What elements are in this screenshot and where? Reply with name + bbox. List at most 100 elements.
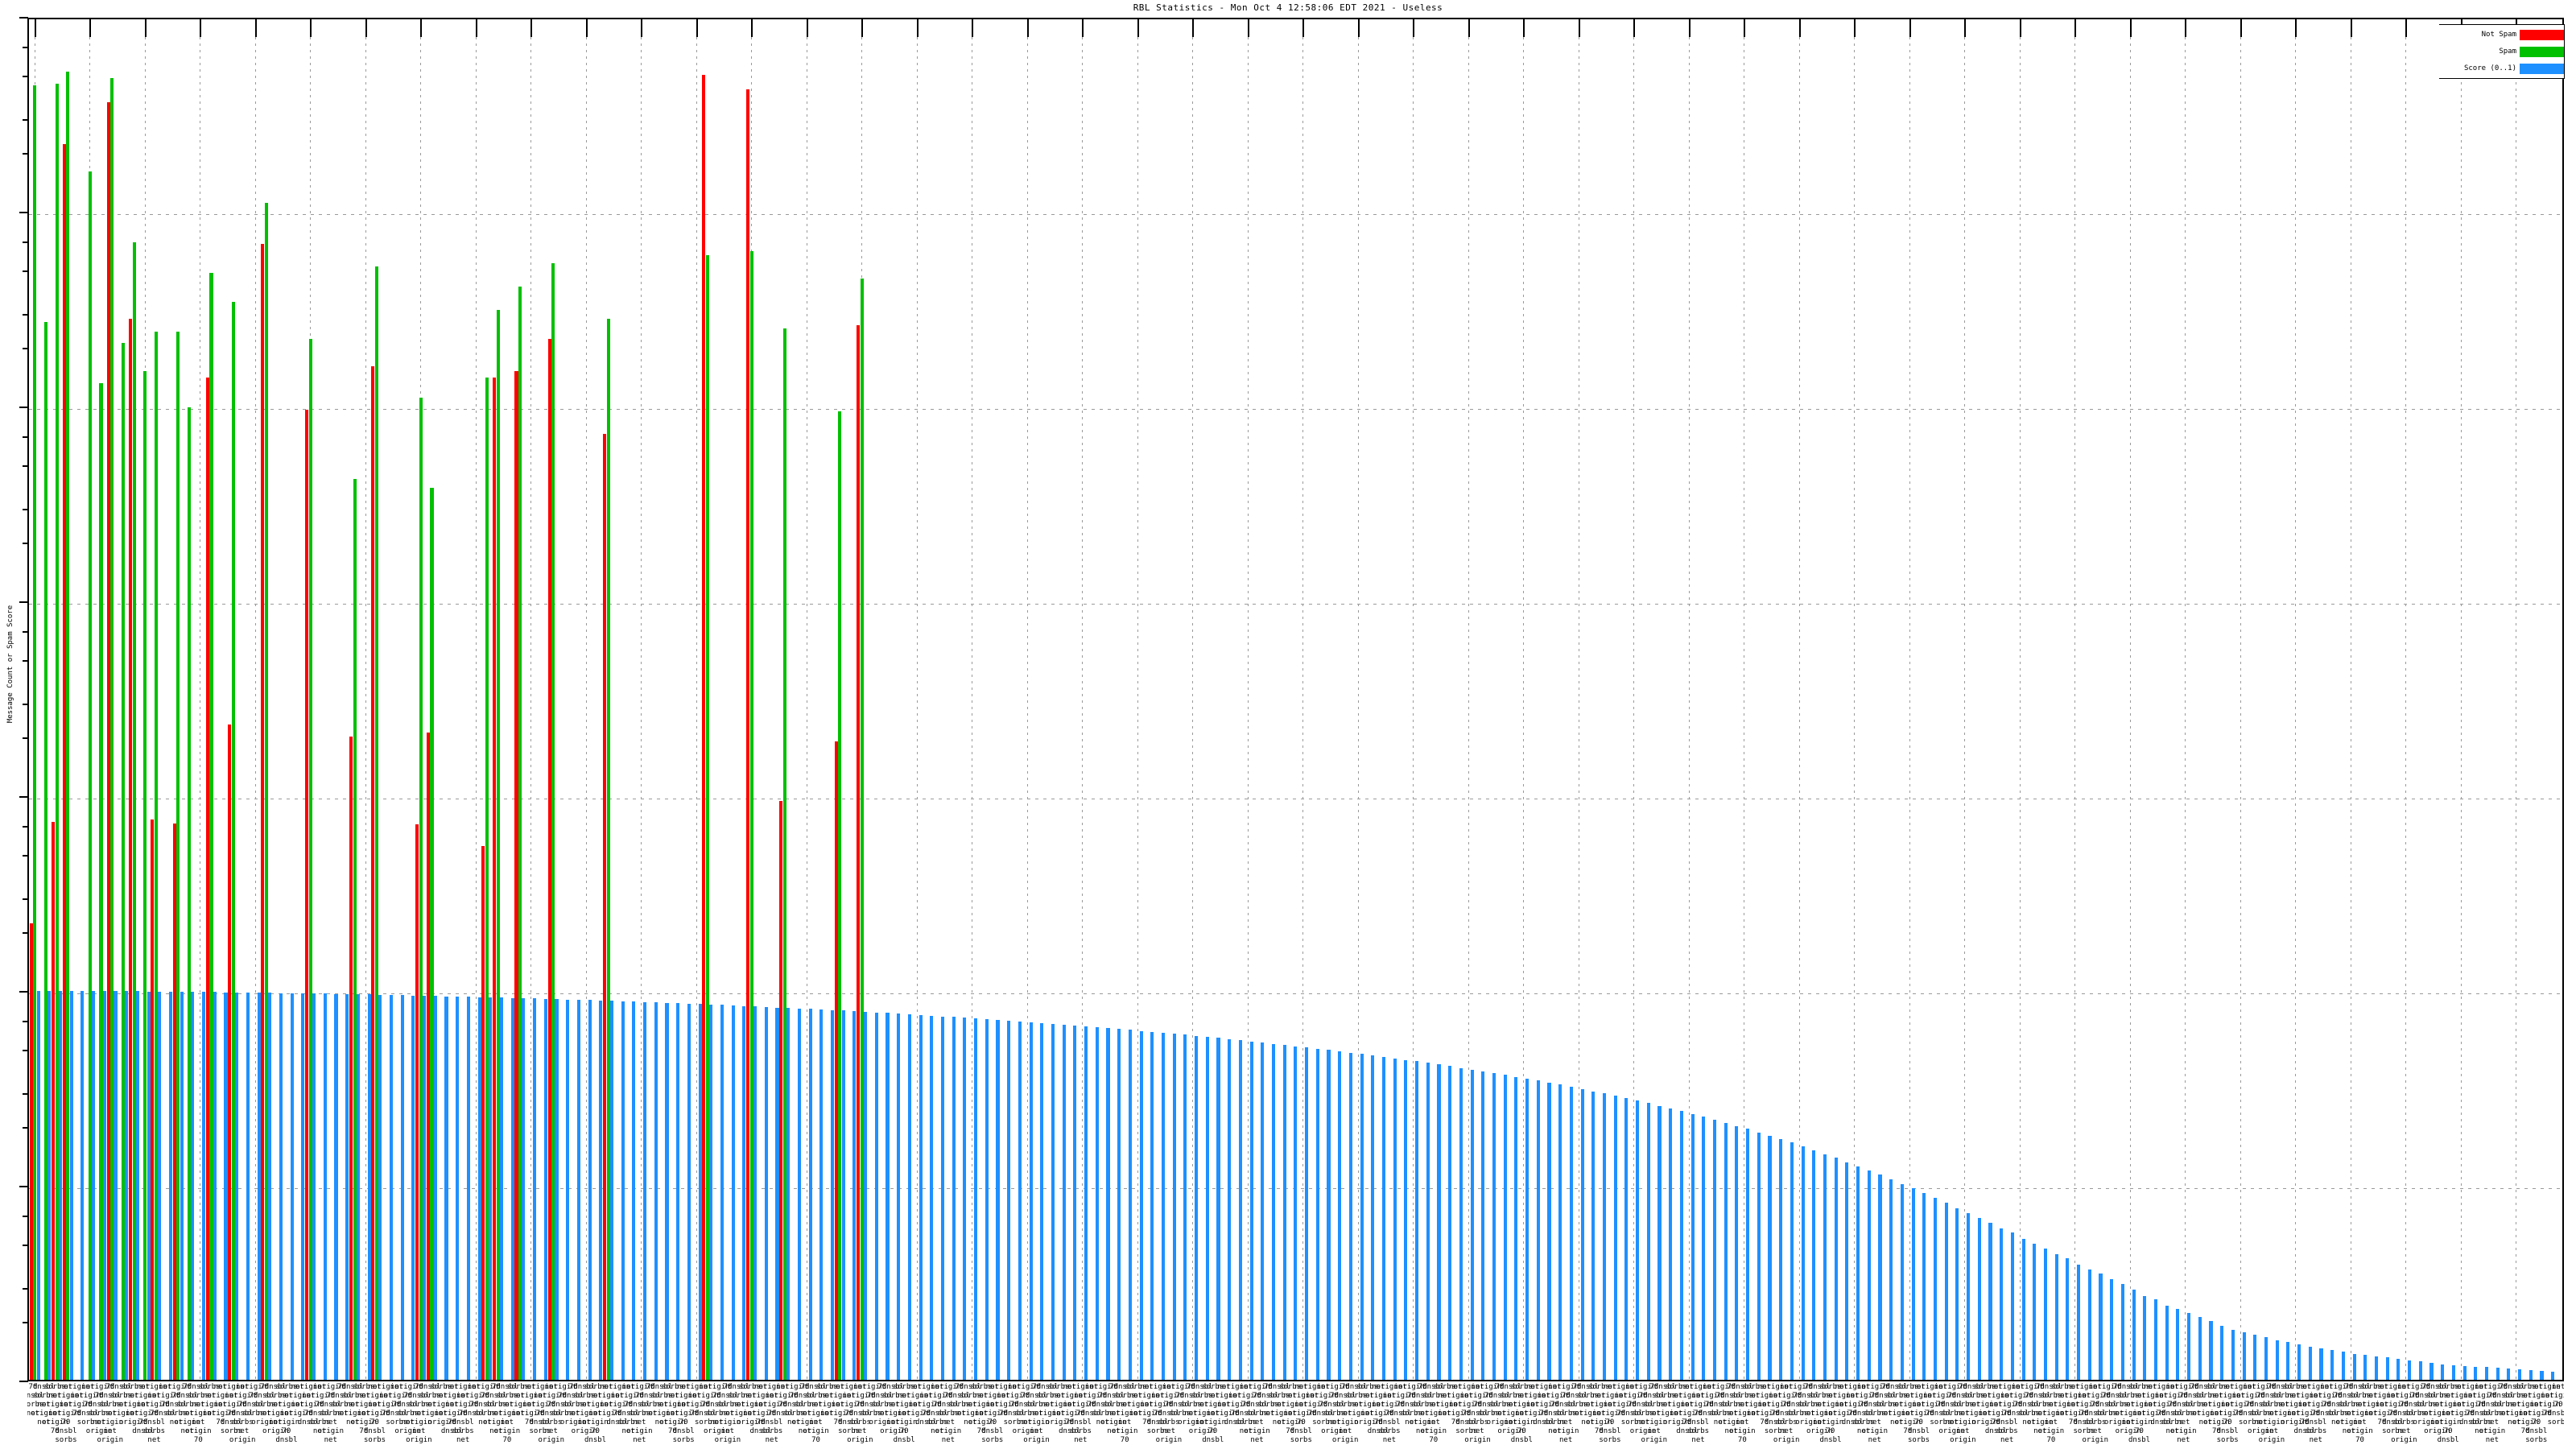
- bar-spam: [231, 302, 235, 1380]
- bar-not-spam: [857, 324, 861, 1380]
- bar-not-spam: [481, 845, 485, 1380]
- x-axis-label-line: net: [964, 1418, 977, 1426]
- bar-score: [444, 996, 448, 1380]
- x-axis-label-line: net: [677, 1383, 691, 1391]
- bar-score: [1988, 1222, 1992, 1380]
- x-axis-label-line: origin: [2281, 1418, 2307, 1426]
- x-axis-label-line: origin: [659, 1418, 686, 1426]
- x-axis-label-line: origin: [913, 1401, 939, 1409]
- x-axis-label: origin net origin 70 dnsbl sorbs net: [1059, 1383, 1101, 1445]
- x-axis-label-line: 70: [2102, 1392, 2111, 1400]
- x-axis-label-line: origin: [1012, 1427, 1039, 1435]
- x-axis-label-line: origin: [1409, 1418, 1436, 1426]
- x-axis-label-line: sorbs: [881, 1392, 904, 1400]
- x-axis-label-line: net: [2518, 1410, 2533, 1418]
- bar-score: [2540, 1371, 2544, 1380]
- x-axis-label-line: origin: [174, 1418, 200, 1426]
- y-tick-minor: [23, 1092, 28, 1095]
- bar-spam: [143, 371, 147, 1380]
- x-axis-label-line: net: [2287, 1392, 2301, 1400]
- bar-spam: [749, 251, 753, 1380]
- x-axis-label-line: origin: [1950, 1436, 1976, 1444]
- x-axis-label: origin net origin 70 dnsbl sorbs net: [1368, 1383, 1410, 1445]
- x-axis-label-line: net: [1647, 1427, 1661, 1435]
- bar-score: [764, 1006, 768, 1380]
- x-axis-label-line: 70: [1296, 1418, 1306, 1426]
- x-axis-label-line: dnsbl: [364, 1427, 386, 1435]
- x-axis-label-line: net: [1603, 1401, 1617, 1409]
- vertical-gridline: [254, 37, 256, 1380]
- x-tick-mark: [1909, 19, 1911, 37]
- bar-spam: [308, 339, 312, 1380]
- x-axis-label-line: 70: [1737, 1436, 1747, 1444]
- x-axis-label-line: dnsbl: [76, 1410, 99, 1418]
- x-axis-label-line: origin: [64, 1401, 90, 1409]
- x-axis-label-line: 70: [2212, 1427, 2221, 1435]
- bar-score: [1856, 1166, 1860, 1380]
- bar-score: [1569, 1087, 1573, 1380]
- bar-score: [886, 1013, 890, 1380]
- x-axis-label: net origin net origin: [277, 1383, 319, 1418]
- x-axis-label-line: net: [192, 1418, 205, 1426]
- x-axis-label-line: 70: [877, 1383, 887, 1391]
- x-axis-label: sorbs net origin net: [2041, 1383, 2083, 1418]
- x-axis-label-line: net: [81, 1383, 95, 1391]
- x-axis-label-line: dnsbl: [695, 1410, 717, 1418]
- x-axis-label-line: sorbs: [2470, 1418, 2492, 1426]
- x-axis-label-line: 70: [2466, 1410, 2475, 1418]
- x-axis-label-line: sorbs: [628, 1410, 650, 1418]
- y-tick-minor: [23, 508, 28, 510]
- x-axis-label-line: sorbs: [1864, 1410, 1886, 1418]
- x-axis-label: net origin 70 dnsbl sorbs net origin: [221, 1383, 263, 1445]
- x-axis-label: origin net origin 70 dnsbl sorbs net: [134, 1383, 175, 1445]
- x-axis-label-line: net: [1691, 1392, 1705, 1400]
- x-axis-label-line: origin: [990, 1401, 1017, 1409]
- x-axis-label-line: net: [2364, 1410, 2378, 1418]
- x-axis-label-line: 70: [712, 1392, 721, 1400]
- x-axis-label-line: net: [269, 1401, 283, 1409]
- bar-score: [191, 992, 195, 1380]
- x-axis-label-line: sorbs: [970, 1383, 993, 1391]
- x-axis-label-line: sorbs: [1709, 1410, 1732, 1418]
- x-axis-label: dnsbl sorbs net origin net origin 70: [1413, 1383, 1455, 1445]
- x-axis-label-line: 70: [1451, 1418, 1460, 1426]
- x-axis-label-line: dnsbl: [2128, 1436, 2151, 1444]
- x-tick-mark: [1302, 19, 1305, 37]
- x-axis-label-line: 70: [668, 1427, 677, 1435]
- x-axis-label: sorbs net origin net origin: [729, 1383, 770, 1427]
- x-axis-label: dnsbl sorbs net origin net origin 70: [177, 1383, 219, 1445]
- x-axis-label-line: dnsbl: [794, 1392, 816, 1400]
- bar-score: [423, 995, 427, 1380]
- x-axis-label-line: origin: [1387, 1392, 1414, 1400]
- x-axis-label-line: net: [225, 1392, 238, 1400]
- legend-label-not-spam: Not Spam: [2481, 31, 2516, 39]
- x-axis-label-line: 70: [1771, 1410, 1780, 1418]
- x-axis-label: dnsbl sorbs net origin net origin: [2416, 1383, 2458, 1436]
- x-axis-label-line: net: [2000, 1392, 2014, 1400]
- x-axis-label-line: net: [126, 1410, 139, 1418]
- horizontal-gridline: [29, 214, 2562, 215]
- x-axis-label-line: sorbs: [397, 1410, 419, 1418]
- x-axis-label-line: dnsbl: [1852, 1410, 1875, 1418]
- x-axis-label-line: sorbs: [1798, 1401, 1820, 1409]
- x-axis-label-line: net: [202, 1392, 217, 1400]
- x-axis-label-line: origin: [383, 1392, 411, 1400]
- x-axis-label-line: net: [2442, 1392, 2455, 1400]
- x-axis-label-line: sorbs: [320, 1410, 342, 1418]
- x-axis-label-line: net: [1703, 1383, 1716, 1391]
- x-axis-label-line: sorbs: [926, 1418, 948, 1426]
- x-axis-label-line: net: [2508, 1418, 2521, 1426]
- x-axis-label-line: origin: [185, 1410, 212, 1418]
- y-tick-minor: [23, 659, 28, 662]
- x-axis-label-line: dnsbl: [99, 1392, 122, 1400]
- x-axis-label-line: net: [1217, 1401, 1231, 1409]
- bar-score: [654, 1002, 658, 1380]
- x-axis-label-line: 70: [1627, 1401, 1637, 1409]
- x-axis-label-line: sorbs: [1422, 1392, 1445, 1400]
- y-tick-minor: [23, 1322, 28, 1324]
- x-axis-label-line: sorbs: [1996, 1427, 2018, 1435]
- x-axis-label: dnsbl sorbs net origin net origin 70: [2339, 1383, 2381, 1445]
- bar-score: [1393, 1058, 1397, 1380]
- x-axis-label-line: 70: [2388, 1410, 2398, 1418]
- x-axis-label-line: sorbs: [386, 1418, 408, 1426]
